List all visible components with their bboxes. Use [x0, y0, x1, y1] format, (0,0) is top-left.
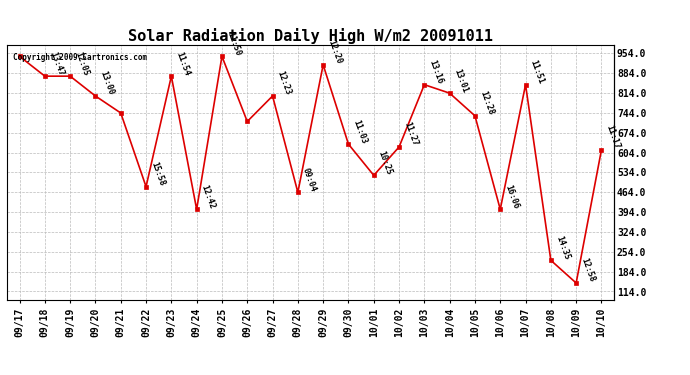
Text: 10:25: 10:25: [377, 149, 394, 176]
Text: 11:17: 11:17: [604, 124, 622, 150]
Text: 15:58: 15:58: [149, 160, 166, 187]
Text: 12:42: 12:42: [199, 183, 217, 210]
Text: Copyright 2009 Cartronics.com: Copyright 2009 Cartronics.com: [13, 53, 147, 62]
Text: 12:20: 12:20: [326, 39, 343, 65]
Text: 09:04: 09:04: [301, 166, 318, 193]
Text: 11:27: 11:27: [402, 121, 419, 148]
Text: 14:35: 14:35: [554, 234, 571, 261]
Text: 11:03: 11:03: [351, 118, 368, 145]
Text: 12:28: 12:28: [478, 90, 495, 116]
Text: 11:54: 11:54: [175, 50, 191, 77]
Text: 13:16: 13:16: [427, 58, 444, 85]
Text: 16:06: 16:06: [503, 183, 520, 210]
Text: 13:00: 13:00: [99, 70, 115, 97]
Text: 12:58: 12:58: [579, 257, 596, 284]
Text: 12:05: 12:05: [73, 50, 90, 77]
Text: 13:47: 13:47: [48, 50, 65, 77]
Text: 11:50: 11:50: [225, 30, 242, 57]
Text: 11:51: 11:51: [529, 58, 546, 85]
Text: 12:23: 12:23: [275, 70, 293, 97]
Title: Solar Radiation Daily High W/m2 20091011: Solar Radiation Daily High W/m2 20091011: [128, 28, 493, 44]
Text: 13:01: 13:01: [453, 67, 470, 94]
